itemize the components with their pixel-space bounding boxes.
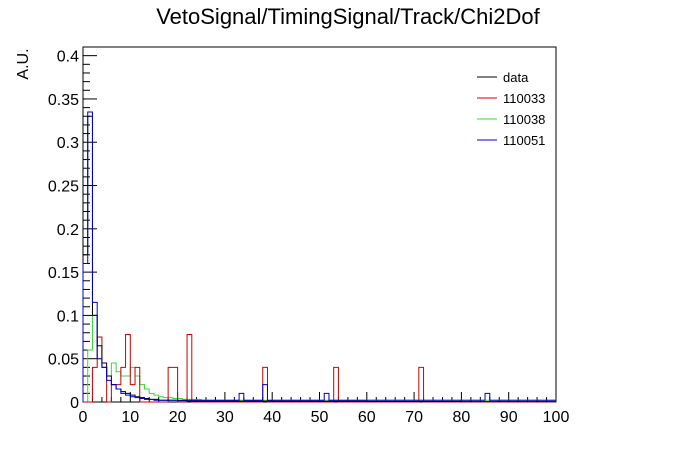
- histogram-110051: [82, 111, 557, 402]
- chart-title: VetoSignal/TimingSignal/Track/Chi2Dof: [156, 4, 540, 29]
- y-tick-label: 0.15: [48, 265, 79, 282]
- x-tick-label: 60: [358, 409, 376, 426]
- x-tick-label: 0: [79, 409, 88, 426]
- legend-label: 110038: [503, 112, 545, 127]
- y-tick-label: 0.35: [48, 92, 79, 109]
- y-tick-label: 0: [70, 395, 79, 412]
- x-tick-label: 20: [169, 409, 187, 426]
- y-tick-label: 0.4: [57, 49, 79, 66]
- x-tick-label: 100: [543, 409, 570, 426]
- y-tick-label: 0.3: [57, 135, 79, 152]
- x-tick-label: 70: [405, 409, 423, 426]
- x-tick-label: 10: [121, 409, 139, 426]
- plot-frame: [82, 46, 557, 403]
- histogram-110038: [83, 314, 557, 403]
- legend-label: 110051: [503, 133, 545, 148]
- x-tick-label: 80: [453, 409, 471, 426]
- y-tick-label: 0.05: [48, 352, 79, 369]
- legend-label: 110033: [503, 91, 545, 106]
- y-tick-label: 0.25: [48, 179, 79, 196]
- y-axis-label: A.U.: [15, 48, 32, 79]
- histogram-data: [82, 115, 557, 403]
- x-tick-label: 90: [500, 409, 518, 426]
- x-tick-label: 50: [311, 409, 329, 426]
- y-tick-label: 0.1: [57, 308, 79, 325]
- x-tick-label: 30: [216, 409, 234, 426]
- histogram-110033: [83, 333, 556, 403]
- legend-label: data: [503, 70, 529, 85]
- y-tick-label: 0.2: [57, 222, 79, 239]
- x-tick-label: 40: [263, 409, 281, 426]
